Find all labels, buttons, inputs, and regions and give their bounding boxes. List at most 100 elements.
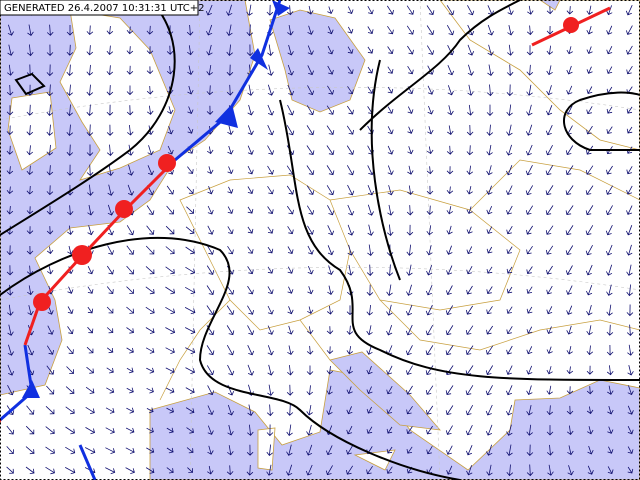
wind-arrow — [547, 464, 554, 476]
wind-arrow — [207, 385, 215, 396]
wind-arrow — [487, 64, 494, 76]
wind-arrow — [6, 466, 14, 474]
wind-arrow — [346, 325, 354, 335]
wind-arrow — [6, 84, 14, 96]
wind-arrow — [6, 446, 14, 455]
wind-arrow — [187, 126, 194, 134]
wind-arrow — [347, 6, 354, 15]
sardinia — [257, 427, 276, 471]
wind-arrow — [185, 226, 195, 235]
wind-arrow — [307, 245, 314, 255]
wind-arrow — [406, 365, 413, 375]
wind-arrow — [546, 245, 554, 255]
wind-arrow — [347, 66, 354, 74]
wind-arrow — [286, 185, 294, 195]
wind-arrow — [226, 4, 233, 16]
wind-arrow — [185, 387, 195, 394]
wind-arrow — [167, 125, 174, 135]
wind-arrow — [226, 305, 235, 315]
wind-arrow — [566, 346, 573, 355]
wind-arrow — [346, 445, 353, 455]
wind-arrow — [85, 386, 95, 394]
wind-arrow — [465, 385, 474, 396]
wind-arrow — [45, 466, 55, 475]
wind-arrow — [566, 366, 574, 375]
wind-arrow — [65, 406, 75, 415]
sicily — [353, 449, 396, 471]
wind-arrow — [587, 426, 594, 435]
wind-arrow — [207, 245, 214, 255]
wind-arrow — [466, 165, 474, 175]
wind-arrow — [367, 204, 374, 216]
wind-arrow — [307, 45, 314, 56]
wind-arrow — [105, 407, 115, 414]
wind-arrow — [447, 105, 454, 116]
wind-arrow — [247, 325, 255, 336]
wind-arrow — [566, 405, 574, 415]
wind-arrow — [145, 347, 155, 354]
wind-arrow — [546, 366, 553, 375]
wind-arrow — [466, 186, 473, 195]
wind-arrow — [26, 206, 34, 215]
wind-arrow — [126, 85, 134, 96]
wind-arrow — [186, 447, 194, 454]
wind-arrow — [346, 145, 355, 155]
wind-arrow — [226, 285, 235, 295]
title: GENERATED 26.4.2007 10:31:31 UTC+2 — [4, 3, 205, 14]
wind-arrow — [626, 185, 633, 195]
wind-arrow — [267, 44, 274, 56]
wind-arrow — [586, 46, 593, 55]
wind-arrow — [586, 125, 593, 135]
wind-arrow — [306, 185, 315, 195]
wind-arrow — [27, 44, 34, 57]
wind-arrow — [206, 365, 215, 376]
wind-arrow — [267, 266, 274, 274]
wind-arrow — [425, 304, 433, 316]
wind-arrow — [306, 165, 315, 175]
wind-arrow — [386, 385, 393, 395]
wind-arrow — [545, 145, 553, 156]
wind-arrow — [626, 304, 634, 317]
wind-arrow — [506, 404, 513, 416]
wind-arrow — [346, 125, 354, 135]
wind-arrow — [327, 265, 334, 276]
wind-arrow — [526, 326, 533, 334]
wind-arrow — [306, 145, 315, 155]
wind-arrow — [387, 106, 394, 114]
wind-arrow — [186, 186, 194, 194]
wind-arrow — [387, 204, 394, 216]
wind-arrow — [307, 225, 314, 235]
wind-arrow — [105, 427, 115, 434]
wind-arrow — [227, 186, 234, 194]
wind-arrow — [227, 206, 234, 214]
wind-arrow — [606, 365, 614, 376]
wind-arrow — [626, 106, 633, 114]
wind-arrow — [126, 225, 135, 236]
wind-arrow — [207, 425, 214, 435]
wind-arrow — [286, 205, 294, 215]
wind-arrow — [166, 407, 174, 414]
wind-arrow — [485, 385, 493, 396]
wind-arrow — [46, 64, 54, 77]
wind-arrow — [506, 205, 513, 215]
wind-arrow — [546, 6, 554, 15]
wind-arrow — [306, 326, 314, 335]
wind-arrow — [66, 124, 74, 136]
wind-arrow — [426, 45, 435, 55]
wind-arrow — [467, 104, 474, 116]
wind-arrow — [486, 226, 493, 234]
wind-arrow — [446, 465, 453, 475]
wind-arrow — [606, 165, 613, 175]
wind-arrow — [506, 326, 513, 335]
wind-arrow — [486, 286, 493, 294]
wind-arrow — [526, 365, 533, 375]
wind-arrow — [47, 325, 54, 335]
wind-arrow — [526, 444, 534, 456]
wind-arrow — [466, 226, 473, 234]
wind-arrow — [446, 225, 453, 235]
wind-arrow — [166, 205, 175, 215]
wind-arrow — [226, 64, 234, 76]
wind-arrow — [525, 185, 534, 196]
isobar — [279, 99, 640, 381]
wind-arrow — [386, 324, 393, 336]
